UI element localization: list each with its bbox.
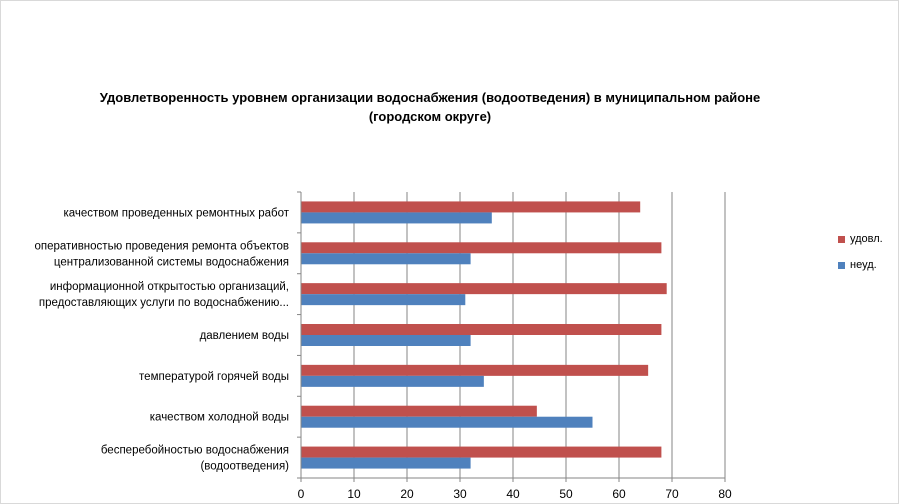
x-tick-label-7: 70 [665,487,679,501]
category-label-2-line-0: информационной открытостью организаций, [50,281,289,293]
bar-unsatisfied-2 [301,294,466,306]
bar-satisfied-5 [301,405,537,417]
chart-title-line-1: Удовлетворенность уровнем организации во… [99,90,761,105]
bar-unsatisfied-4 [301,375,484,387]
category-label-4-line-0: температурой горячей воды [139,371,289,383]
category-label-3-line-0: давлением воды [200,330,289,342]
x-tick-label-8: 80 [718,487,732,501]
x-tick-label-5: 50 [559,487,573,501]
x-tick-label-6: 60 [612,487,626,501]
x-tick-label-2: 20 [400,487,414,501]
bar-satisfied-1 [301,242,662,254]
bar-unsatisfied-6 [301,457,471,469]
bar-satisfied-2 [301,283,667,295]
category-label-6-line-0: бесперебойностью водоснабжения [101,445,289,457]
category-label-1-line-1: централизованной системы водоснабжения [54,256,289,268]
category-label-0-line-0: качеством проведенных ремонтных работ [63,207,289,219]
x-tick-label-3: 30 [453,487,467,501]
legend-item-satisfied: удовл. [838,232,883,246]
legend-item-unsatisfied: неуд. [838,258,883,272]
legend-swatch-unsatisfied [838,261,845,269]
bar-unsatisfied-3 [301,335,471,346]
chart-title: Удовлетворенность уровнем организации во… [60,88,800,126]
legend-swatch-satisfied [838,235,845,243]
category-label-1-line-0: оперативностью проведения ремонта объект… [34,240,289,252]
bar-unsatisfied-1 [301,253,471,265]
bar-unsatisfied-0 [301,212,492,224]
category-label-6-line-1: (водоотведения) [200,461,289,473]
bar-satisfied-0 [301,201,641,213]
chart-title-line-2: (городском округе) [368,109,492,124]
bar-satisfied-3 [301,324,662,335]
bar-satisfied-6 [301,446,662,458]
legend-label-unsatisfied: неуд. [850,259,877,271]
chart-legend: удовл. неуд. [838,232,883,284]
bar-unsatisfied-5 [301,416,593,428]
legend-label-satisfied: удовл. [850,233,883,245]
bar-satisfied-4 [301,364,649,376]
category-label-2-line-1: предоставляющих услуги по водоснабжению.… [39,297,289,309]
category-label-5-line-0: качеством холодной воды [150,412,289,424]
x-tick-label-1: 10 [347,487,361,501]
x-tick-label-0: 0 [298,487,305,501]
x-tick-label-4: 40 [506,487,520,501]
